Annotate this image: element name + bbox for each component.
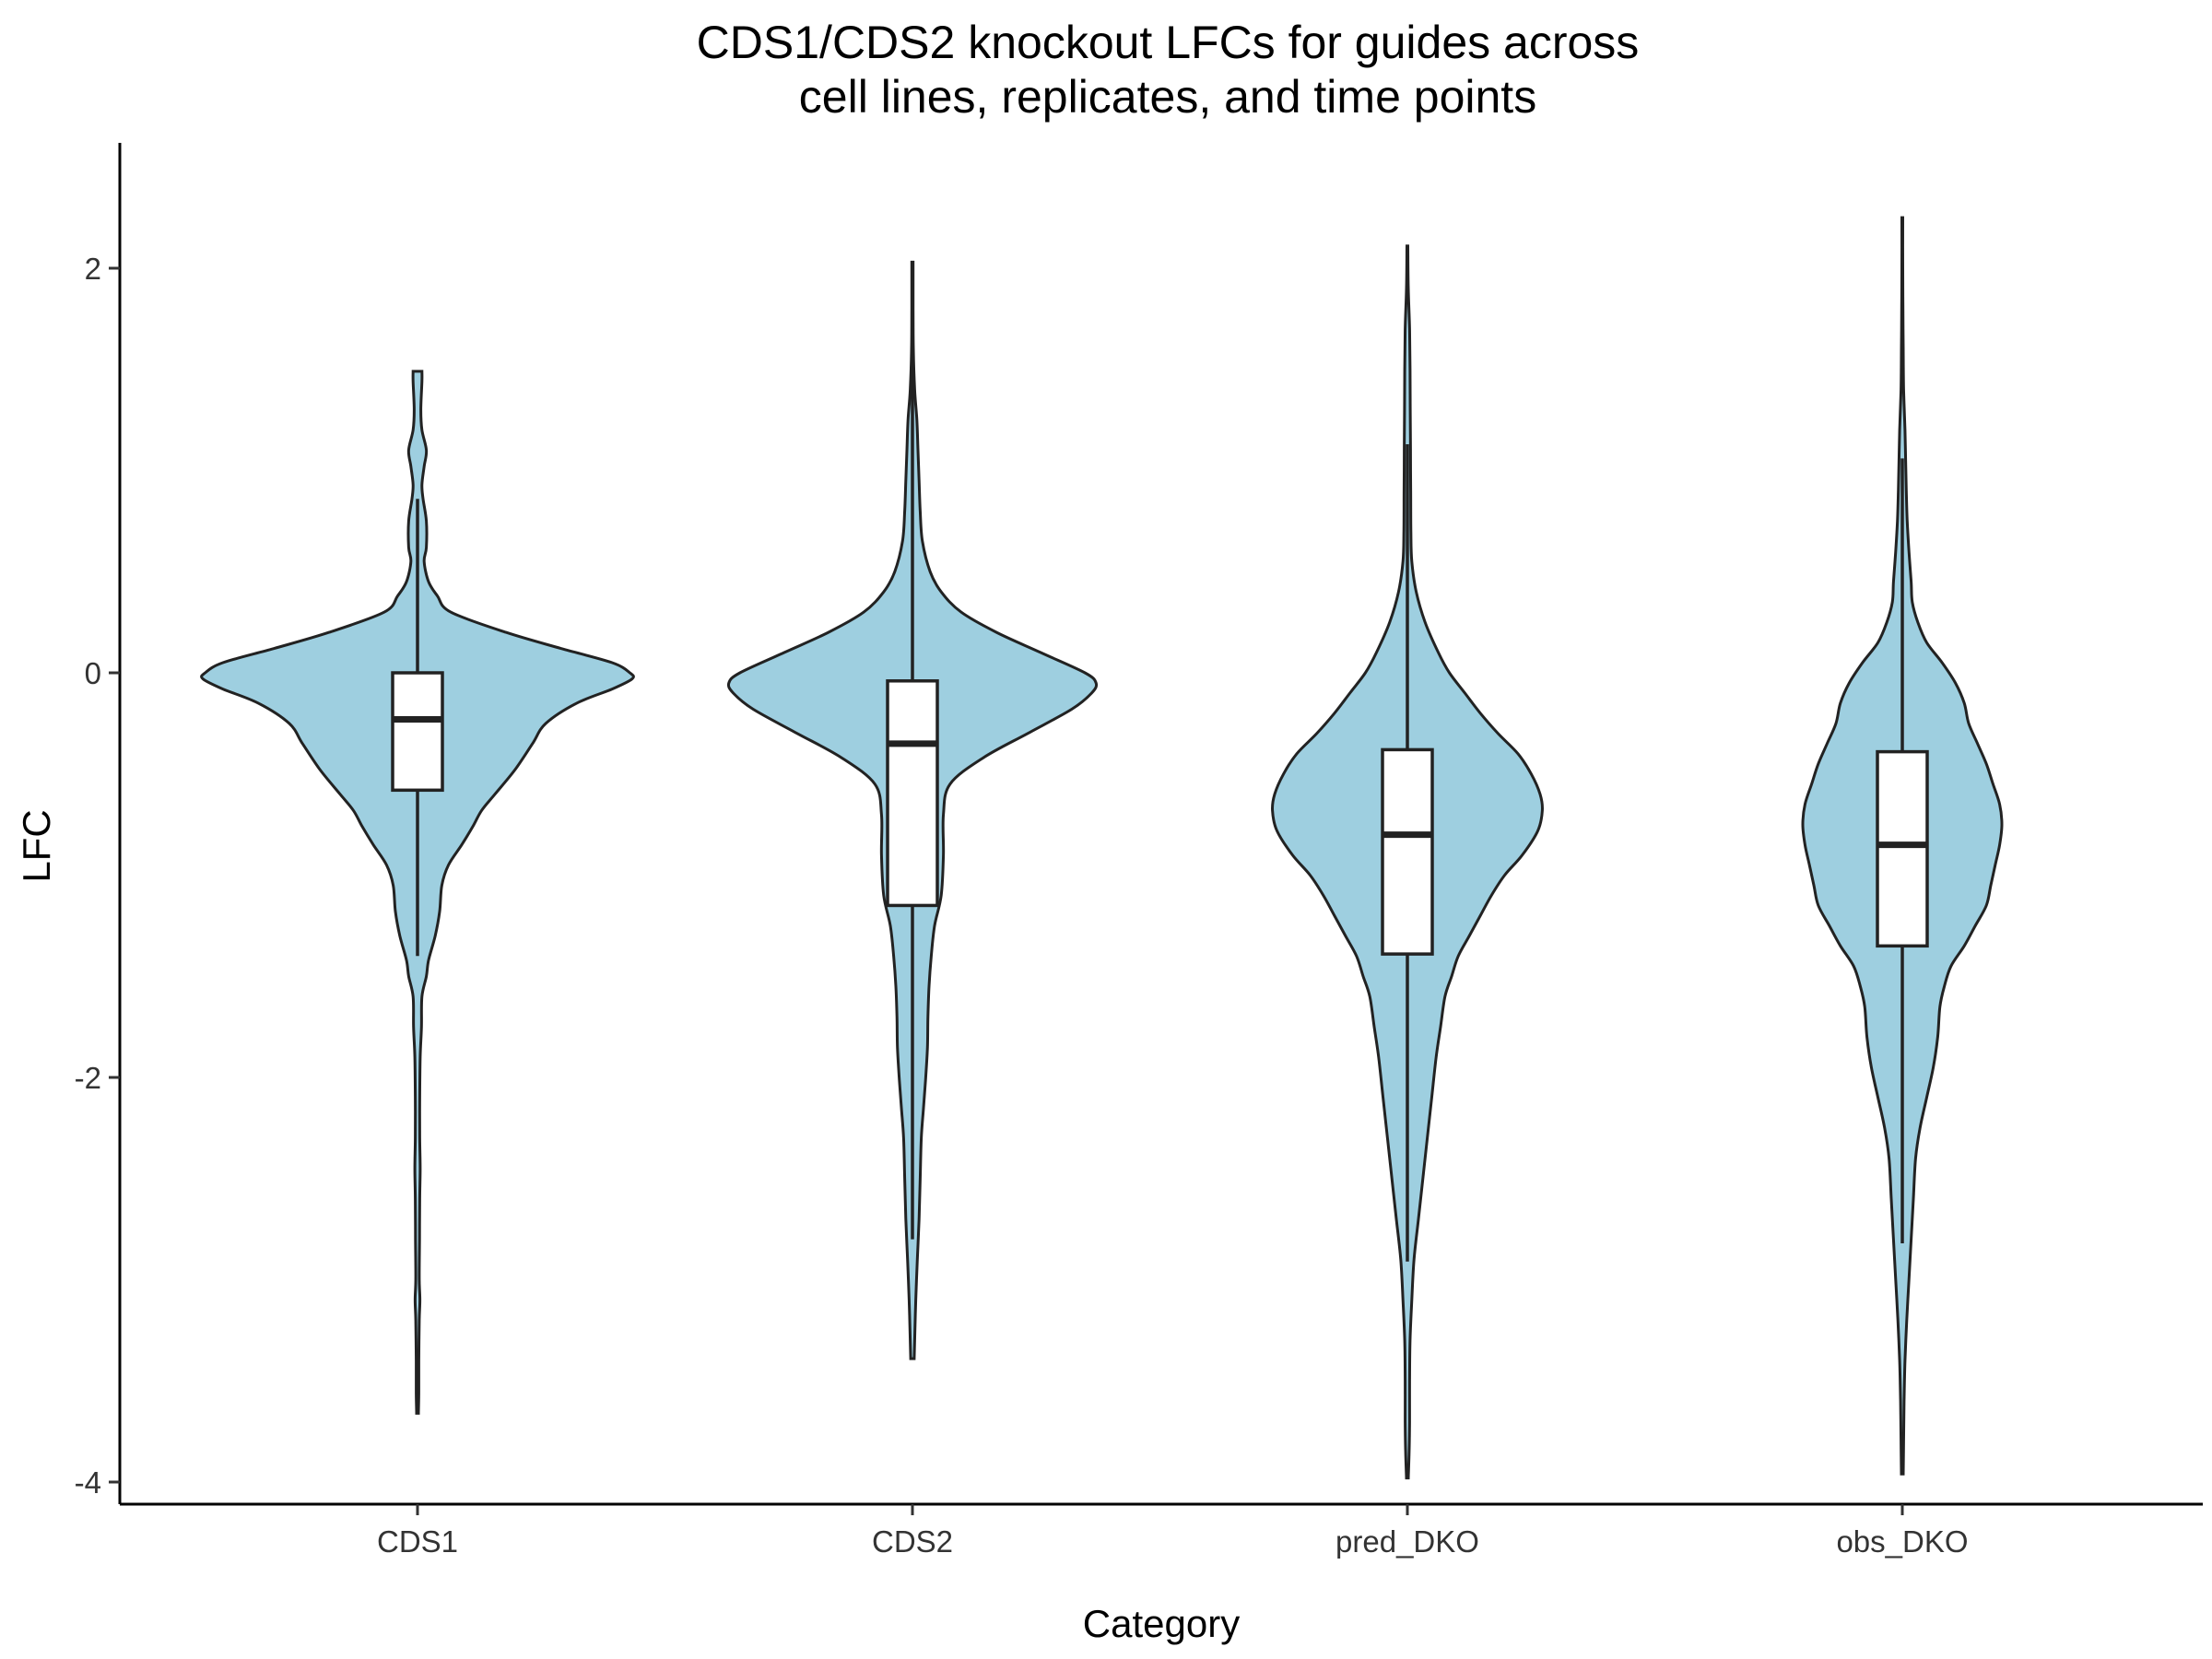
- x-tick-label-pred-dko: pred_DKO: [1335, 1524, 1479, 1559]
- violin-group: [200, 216, 2004, 1480]
- x-axis-title: Category: [1083, 1602, 1240, 1645]
- y-axis-ticks: 2 0 -2 -4: [75, 252, 120, 1500]
- y-axis-title: LFC: [15, 809, 58, 882]
- x-tick-label-obs-dko: obs_DKO: [1836, 1524, 1968, 1559]
- chart-title-line-2: cell lines, replicates, and time points: [799, 71, 1536, 123]
- chart-title-line-1: CDS1/CDS2 knockout LFCs for guides acros…: [697, 17, 1640, 68]
- boxplot-group: [391, 262, 1929, 1262]
- y-tick-label-1: 0: [85, 656, 101, 690]
- y-tick-label-3: -4: [75, 1465, 101, 1500]
- y-tick-label-0: 2: [85, 252, 101, 286]
- x-tick-label-cds1: CDS1: [377, 1524, 458, 1559]
- x-axis-ticks: CDS1 CDS2 pred_DKO obs_DKO: [377, 1504, 1969, 1559]
- y-tick-label-2: -2: [75, 1061, 101, 1095]
- box-pred-dko: [1381, 747, 1434, 956]
- box-cds2: [886, 679, 939, 908]
- box-obs-dko: [1876, 749, 1929, 948]
- box-cds1: [391, 671, 444, 793]
- x-tick-label-cds2: CDS2: [872, 1524, 953, 1559]
